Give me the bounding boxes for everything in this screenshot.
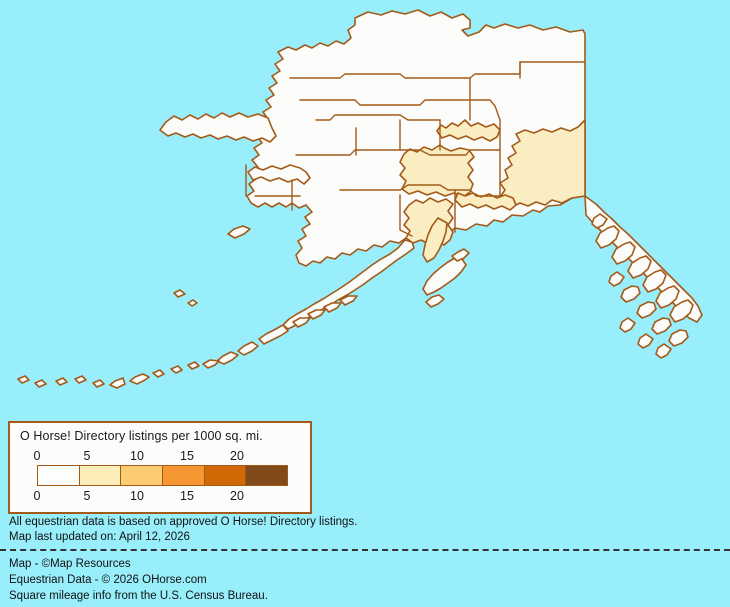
copper-river-region (454, 192, 517, 211)
legend-tick-top-0: 0 (33, 449, 41, 463)
legend-tick-bottom-0: 0 (33, 489, 41, 503)
yukon-delta-landmass (247, 164, 311, 185)
alaska-peninsula-landmass (282, 239, 415, 330)
legend-tick-top-4: 20 (230, 449, 244, 463)
alaska-map[interactable] (0, 0, 730, 420)
seward-peninsula-landmass (159, 112, 277, 143)
legend-scale-labels-top: 0 5 10 15 20 (10, 449, 314, 463)
legend-tick-top-2: 10 (130, 449, 144, 463)
kenai-peninsula-tail (422, 217, 448, 263)
legend-swatch-2 (121, 466, 164, 485)
credit-square-mileage: Square mileage info from the U.S. Census… (9, 590, 268, 602)
legend-swatch-5 (246, 466, 288, 485)
legend-color-bar (37, 465, 288, 486)
legend-swatch-1 (79, 466, 122, 485)
map-legend: O Horse! Directory listings per 1000 sq.… (8, 421, 312, 514)
aleutian-islands (17, 295, 358, 389)
yukon-koyukuk-region (436, 119, 501, 142)
footer-divider (0, 549, 730, 551)
borough-boundaries (245, 61, 586, 237)
kodiak-island (422, 257, 467, 296)
southeast-panhandle-islands (591, 213, 694, 359)
afognak-island (451, 248, 470, 262)
map-notes: All equestrian data is based on approved… (9, 515, 609, 544)
map-credits: Map - ©Map Resources Equestrian Data - ©… (9, 556, 609, 604)
credit-equestrian-data: Equestrian Data - © 2026 OHorse.com (9, 574, 207, 586)
matanuska-susitna-region (399, 144, 475, 198)
legend-swatch-4 (204, 466, 247, 485)
legend-tick-bottom-2: 10 (130, 489, 144, 503)
legend-title: O Horse! Directory listings per 1000 sq.… (20, 429, 263, 443)
legend-tick-bottom-3: 15 (180, 489, 194, 503)
eastern-interior-region (499, 119, 586, 208)
alaska-map-svg[interactable] (0, 0, 730, 420)
note-last-updated: Map last updated on: April 12, 2026 (9, 530, 190, 543)
legend-tick-top-1: 5 (83, 449, 91, 463)
legend-tick-top-3: 15 (180, 449, 194, 463)
legend-swatch-0 (38, 466, 80, 485)
bering-sea-islands (173, 225, 251, 307)
legend-scale-labels-bottom: 0 5 10 15 20 (10, 489, 314, 503)
legend-swatch-3 (163, 466, 205, 485)
legend-tick-bottom-4: 20 (230, 489, 244, 503)
kodiak-island-south (425, 294, 445, 308)
credit-map-source: Map - ©Map Resources (9, 558, 131, 570)
note-data-source: All equestrian data is based on approved… (9, 516, 358, 528)
legend-tick-bottom-1: 5 (83, 489, 91, 503)
